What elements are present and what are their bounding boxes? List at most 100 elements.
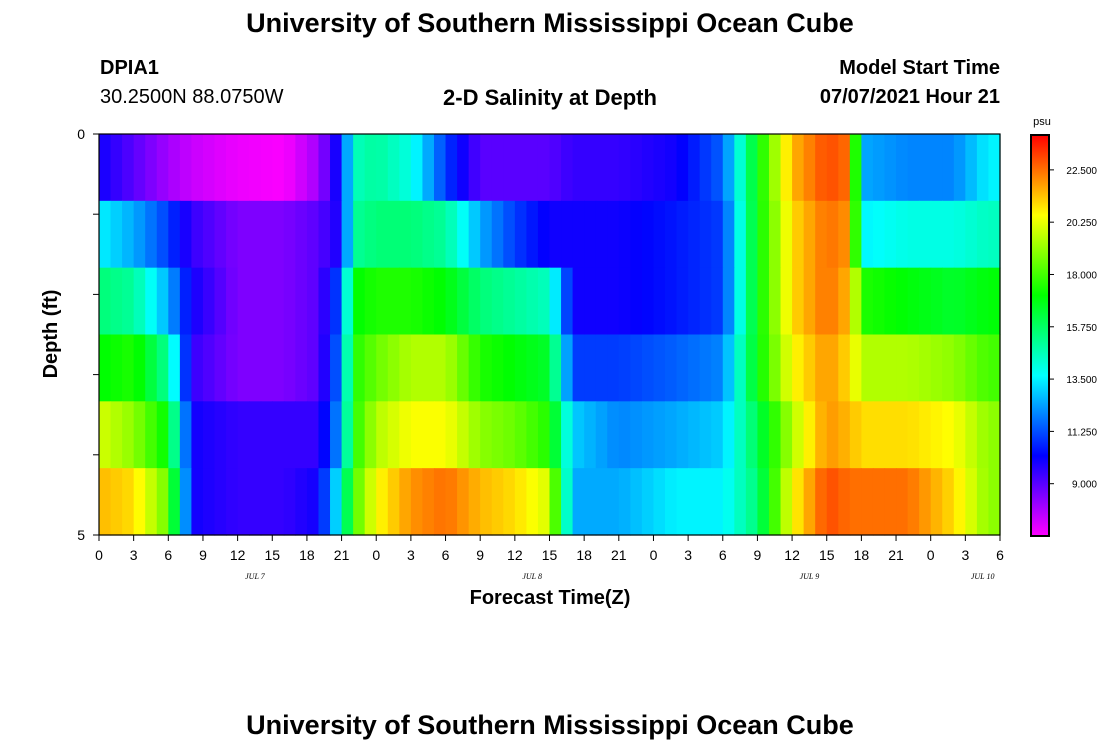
heatmap-cell [826,468,839,536]
heatmap-cell [734,134,747,202]
x-tick-label: 6 [442,547,450,563]
heatmap-cell [722,334,735,402]
x-tick-label: 15 [264,547,280,563]
heatmap-cell [734,200,747,269]
heatmap-cell [410,267,424,336]
heatmap-cell [156,468,169,536]
heatmap-cell [676,134,689,202]
heatmap-cell [202,200,216,269]
heatmap-cell [768,134,782,202]
heatmap-cell [618,468,631,536]
heatmap-cell [792,134,805,202]
heatmap-cell [330,401,343,469]
heatmap-cell [688,200,701,269]
heatmap-cell [306,334,320,402]
heatmap-cell [849,267,862,336]
heatmap-cell [815,401,828,469]
heatmap-cell [537,200,551,269]
heatmap-cell [306,468,320,536]
x-tick-label: 0 [95,547,103,563]
heatmap-cell [306,401,320,469]
heatmap-cell [745,200,759,269]
heatmap-cells [99,134,1001,536]
heatmap-cell [526,267,539,336]
heatmap-cell [849,134,862,202]
heatmap-cell [433,401,447,469]
heatmap-cell [711,468,724,536]
heatmap-cell [110,134,123,202]
heatmap-cell [584,334,597,402]
heatmap-cell [630,200,643,269]
heatmap-cell [283,134,296,202]
heatmap-cell [872,134,886,202]
heatmap-cell [537,334,551,402]
heatmap-cell [549,134,562,202]
heatmap-cell [318,401,331,469]
station-coords: 30.2500N 88.0750W [100,86,284,108]
heatmap-cell [445,134,458,202]
heatmap-cell [607,334,620,402]
heatmap-cell [838,267,851,336]
heatmap-cell [168,267,181,336]
heatmap-cell [457,134,470,202]
heatmap-cell [711,401,724,469]
heatmap-cell [607,267,620,336]
heatmap-cell [976,468,990,536]
heatmap-cell [976,134,990,202]
heatmap-cell [422,200,435,269]
heatmap-cell [826,334,839,402]
heatmap-cell [896,267,909,336]
heatmap-cell [722,134,735,202]
heatmap-cell [757,200,770,269]
heatmap-cell [838,401,851,469]
heatmap-cell [410,134,424,202]
heatmap-cell [133,267,146,336]
x-tick-label: 21 [888,547,904,563]
heatmap-cell [283,200,296,269]
heatmap-cell [653,200,666,269]
heatmap-cell [745,134,759,202]
heatmap-cell [584,200,597,269]
heatmap-cell [145,200,158,269]
heatmap-cell [353,267,366,336]
x-tick-label: 9 [754,547,762,563]
x-tick-label: 18 [299,547,315,563]
heatmap-cell [618,334,631,402]
heatmap-cell [387,267,400,336]
heatmap-cell [353,134,366,202]
heatmap-cell [330,200,343,269]
heatmap-cell [665,468,678,536]
heatmap-cell [122,468,135,536]
heatmap-cell [792,267,805,336]
heatmap-cell [665,401,678,469]
heatmap-cell [815,134,828,202]
heatmap-cell [688,134,701,202]
heatmap-cell [641,134,655,202]
heatmap-cell [422,468,435,536]
heatmap-cell [237,468,250,536]
heatmap-cell [826,267,839,336]
heatmap-cell [780,267,793,336]
heatmap-cell [919,334,932,402]
heatmap-cell [595,401,608,469]
heatmap-cell [803,334,816,402]
heatmap-cell [503,401,516,469]
heatmap-cell [422,334,435,402]
x-axis-label: Forecast Time(Z) [470,587,631,609]
heatmap-cell [618,134,631,202]
heatmap-cell [872,200,886,269]
heatmap-cell [503,200,516,269]
heatmap-cell [792,200,805,269]
heatmap-cell [711,200,724,269]
heatmap-cell [480,200,493,269]
heatmap-cell [572,334,585,402]
y-axis-ticks: 05 [77,126,99,543]
heatmap-cell [330,134,343,202]
heatmap-cell [930,134,943,202]
heatmap-cell [768,468,782,536]
heatmap-cell [341,267,354,336]
heatmap-cell [757,334,770,402]
heatmap-cell [410,200,424,269]
heatmap-cell [630,468,643,536]
heatmap-cell [584,401,597,469]
